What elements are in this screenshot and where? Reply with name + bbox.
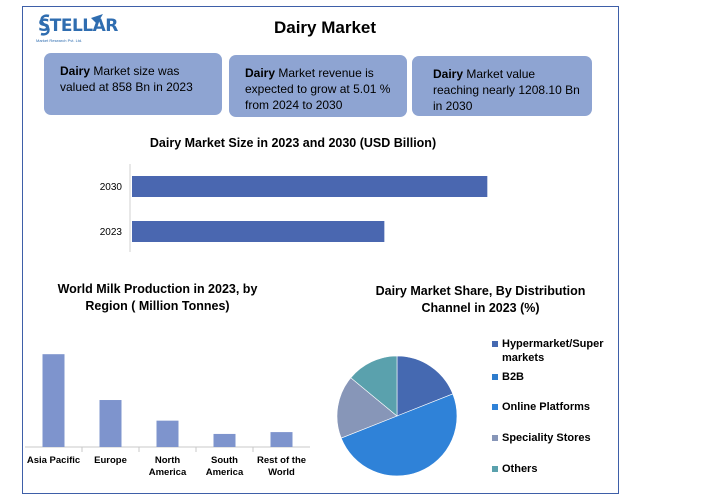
info-box-revenue-growth: Dairy Market revenue is expected to grow… [229, 55, 407, 117]
x-tick-label: North America [149, 455, 187, 478]
y-tick-label: 2023 [100, 227, 123, 238]
x-tick-label: South America [206, 455, 244, 478]
info-box-bold: Dairy [433, 67, 464, 81]
y-tick-label: 2030 [100, 182, 123, 193]
pie-slice [350, 355, 398, 417]
legend-label: Online Platforms [502, 401, 591, 413]
x-tick-label: Europe [94, 455, 127, 466]
legend-label: Speciality Stores [502, 432, 591, 444]
stellar-logo-icon [40, 14, 103, 36]
bar-2023 [132, 221, 385, 242]
info-box-bold: Dairy [60, 64, 91, 78]
market-size-chart-title: Dairy Market Size in 2023 and 2030 (USD … [149, 136, 437, 150]
page-title: Dairy Market [273, 18, 377, 37]
info-box-text: Market value reaching nearly 1208.10 Bn … [433, 67, 580, 113]
pie-slice [336, 377, 398, 439]
bar-europe [99, 400, 122, 447]
legend-swatch [492, 404, 498, 410]
info-box-text: Market revenue is expected to grow at 5.… [245, 66, 391, 112]
bar-2030 [132, 176, 488, 197]
legend-swatch [492, 435, 498, 441]
legend-label: Others [502, 463, 538, 475]
distribution-share-chart-title: Dairy Market Share, By Distribution Chan… [375, 284, 586, 315]
legend-swatch [492, 341, 498, 347]
milk-production-chart-title: World Milk Production in 2023, by Region… [57, 282, 258, 313]
info-box-market-size: Dairy Market size was valued at 858 Bn i… [44, 53, 222, 115]
pie-slice [396, 355, 454, 417]
x-tick-label: Asia Pacific [27, 455, 80, 466]
bar-asia-pacific [42, 354, 65, 447]
legend-label: B2B [502, 371, 525, 383]
legend-swatch [492, 374, 498, 380]
logo-wordmark: STELLAR [38, 16, 118, 36]
bar-south-america [213, 433, 236, 447]
legend-swatch [492, 466, 498, 472]
bar-north-america [156, 420, 179, 447]
legend-label: Hypermarket/Super markets [502, 338, 604, 364]
info-box-text: Market size was valued at 858 Bn in 2023 [60, 64, 193, 94]
info-box-market-value: Dairy Market value reaching nearly 1208.… [412, 56, 592, 116]
bar-rest-of-the-world [270, 432, 293, 447]
pie-slice [340, 393, 458, 477]
info-box-bold: Dairy [245, 66, 276, 80]
x-tick-label: Rest of the World [257, 455, 306, 478]
logo-tagline: Market Research Pvt. Ltd. [36, 38, 83, 43]
